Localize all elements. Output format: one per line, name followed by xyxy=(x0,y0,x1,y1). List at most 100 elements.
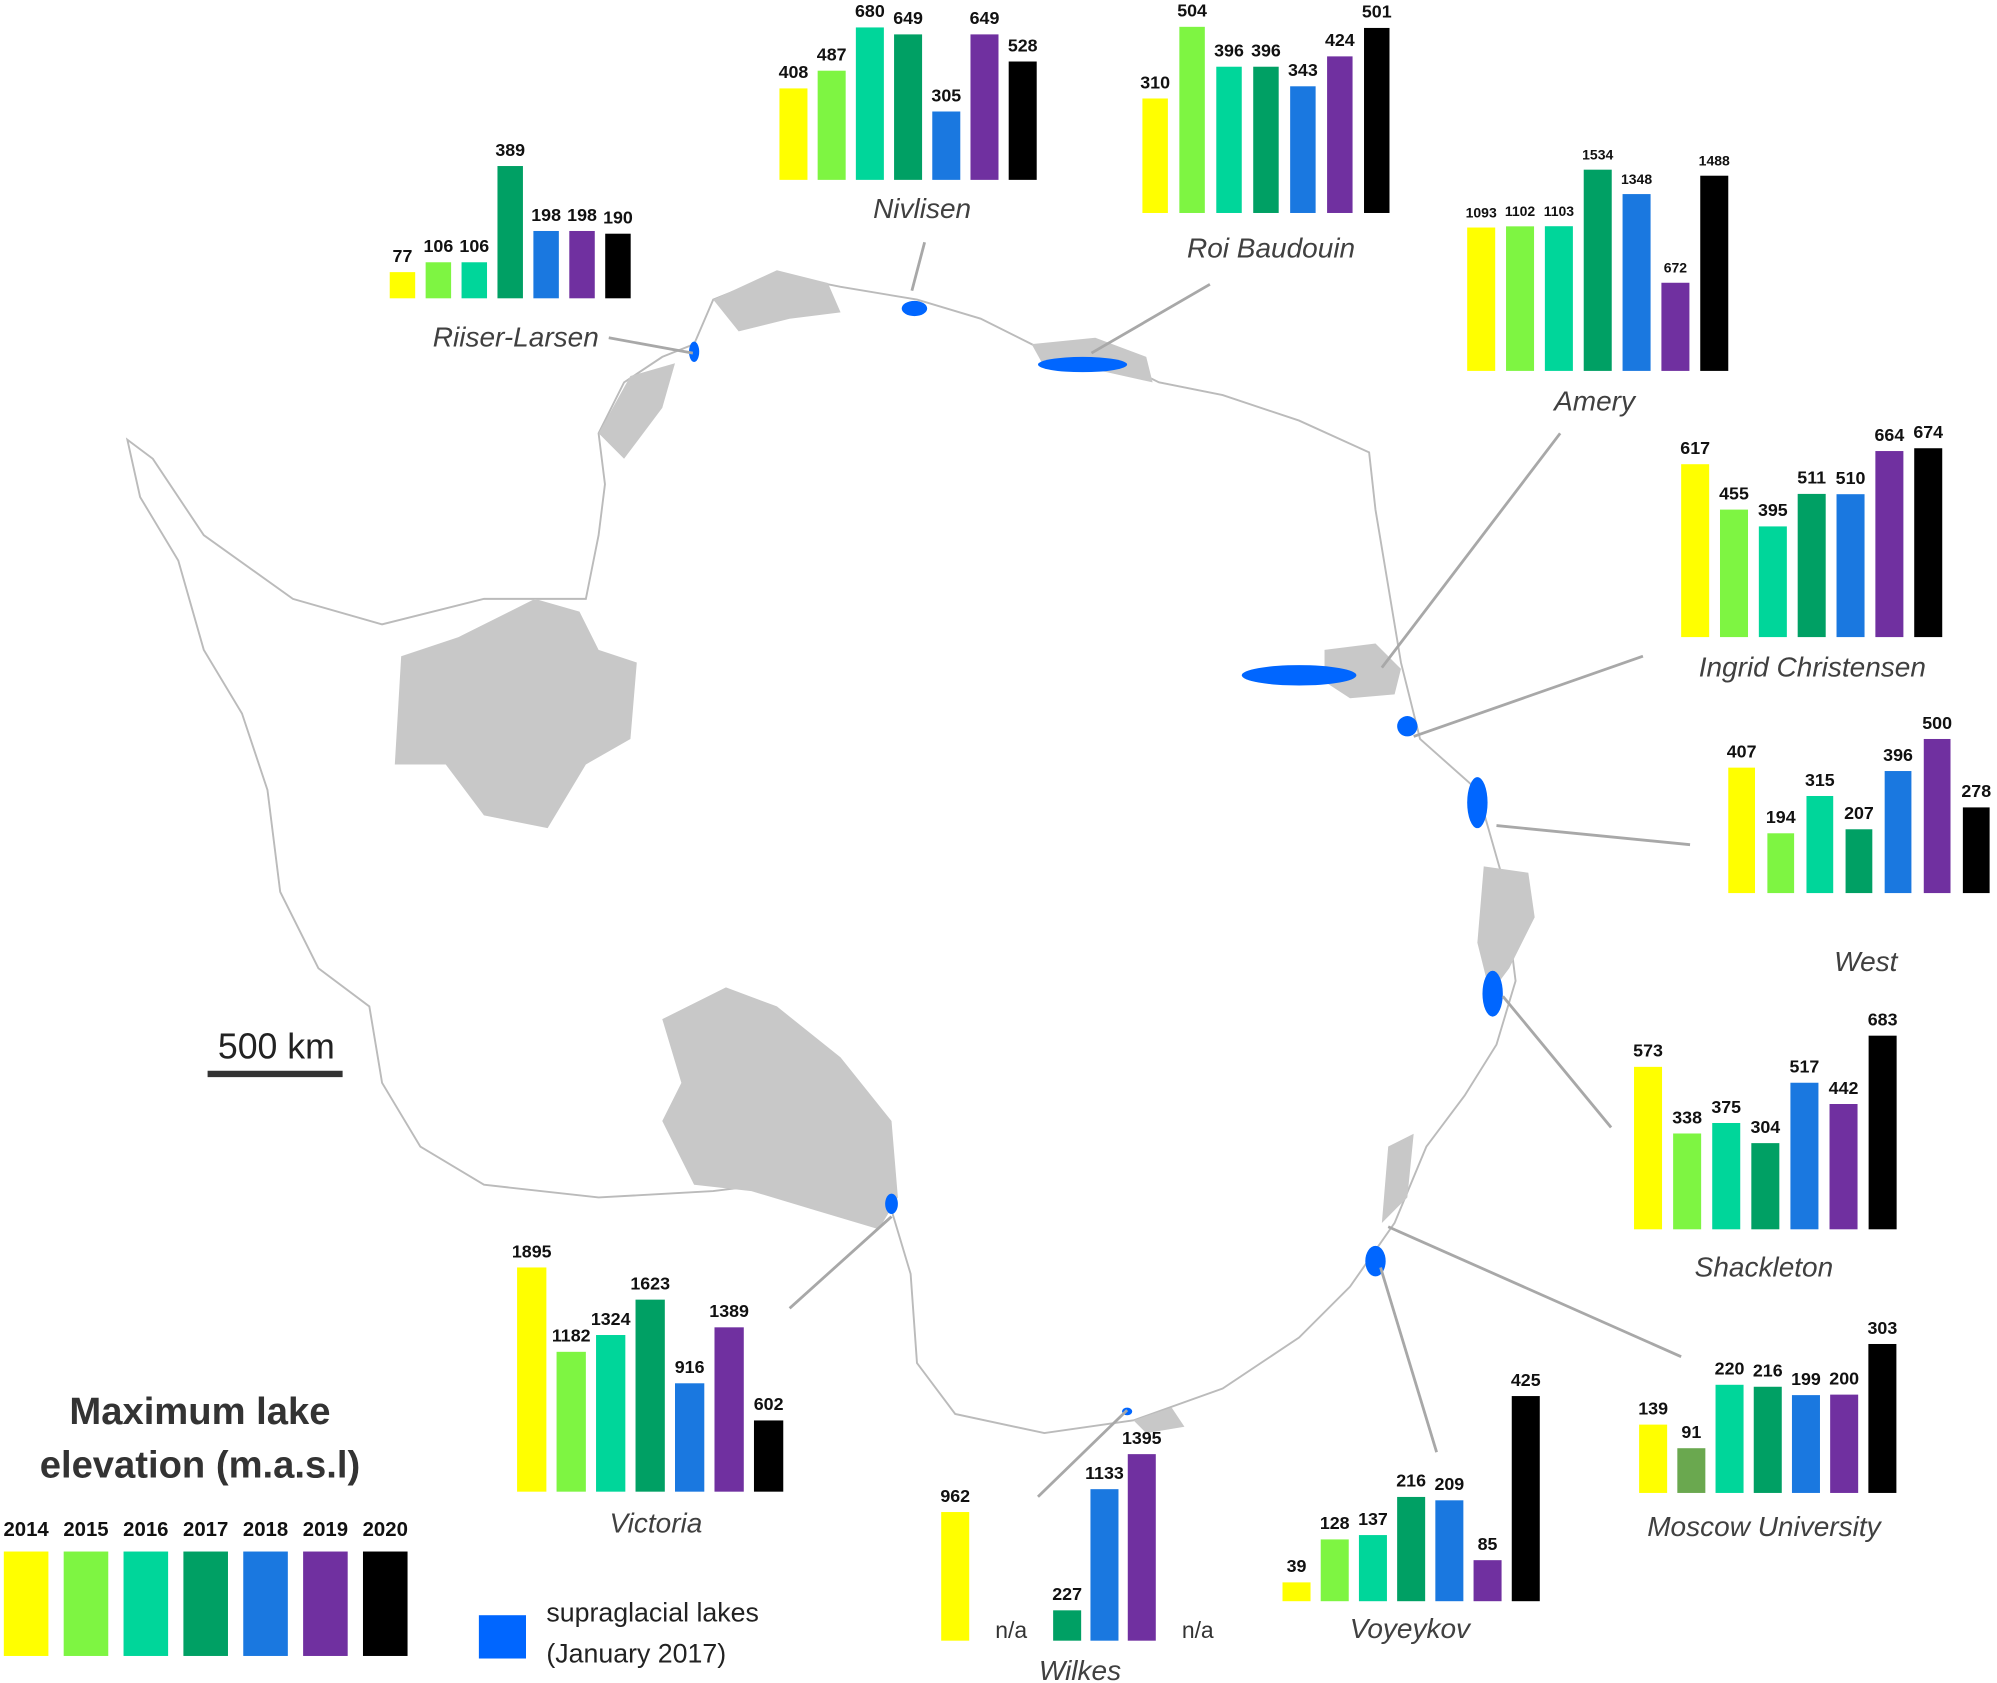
legend-swatch xyxy=(243,1551,288,1656)
bar xyxy=(1327,56,1353,213)
bar xyxy=(1142,98,1168,213)
bar xyxy=(1914,448,1943,638)
value-label: 194 xyxy=(1766,807,1796,827)
legend-year: 2014 xyxy=(3,1519,49,1541)
value-label: 1102 xyxy=(1505,203,1536,219)
value-label: 683 xyxy=(1868,1009,1898,1029)
bar xyxy=(1758,526,1787,638)
bar xyxy=(1728,767,1756,894)
value-label: 310 xyxy=(1140,72,1170,92)
bar xyxy=(1830,1394,1859,1493)
value-label: 1389 xyxy=(709,1301,749,1321)
value-label: 220 xyxy=(1715,1359,1745,1379)
value-label: 139 xyxy=(1638,1398,1668,1418)
bar xyxy=(1435,1500,1464,1602)
bar xyxy=(1511,1396,1540,1602)
legend-swatch xyxy=(183,1551,228,1656)
bar xyxy=(714,1327,744,1492)
value-label: 85 xyxy=(1478,1534,1498,1554)
continent xyxy=(125,273,1517,1435)
bar xyxy=(1681,464,1710,638)
value-label: 664 xyxy=(1875,425,1905,445)
value-label: 1182 xyxy=(552,1326,591,1346)
value-label: 128 xyxy=(1320,1513,1350,1533)
bar xyxy=(1868,1343,1897,1493)
bar xyxy=(1829,1104,1858,1230)
value-label: 1623 xyxy=(630,1273,670,1293)
value-label: 1133 xyxy=(1085,1463,1124,1483)
chart-title: Roi Baudouin xyxy=(1187,233,1355,264)
bar xyxy=(1700,175,1729,371)
chart-title: Amery xyxy=(1552,385,1637,416)
value-label: 501 xyxy=(1362,2,1392,22)
bar xyxy=(1253,66,1279,213)
bar xyxy=(1467,227,1496,371)
value-label: 517 xyxy=(1790,1057,1820,1077)
bar xyxy=(1216,66,1242,213)
bar xyxy=(1751,1143,1780,1230)
bar xyxy=(461,262,488,299)
value-label: 1103 xyxy=(1544,203,1575,219)
bar xyxy=(569,230,595,299)
bar xyxy=(1544,226,1573,371)
bar xyxy=(1661,282,1690,371)
value-label: 315 xyxy=(1805,770,1835,790)
legend-swatch xyxy=(3,1551,49,1656)
value-label: 1093 xyxy=(1466,204,1497,220)
bar xyxy=(1677,1448,1706,1493)
bar xyxy=(517,1267,547,1492)
bar xyxy=(1845,829,1873,894)
value-label: 106 xyxy=(459,236,489,256)
value-label: 680 xyxy=(855,1,885,21)
bar xyxy=(1634,1066,1663,1230)
value-label: 500 xyxy=(1922,713,1952,733)
value-label: 343 xyxy=(1288,60,1318,80)
value-label: 137 xyxy=(1358,1509,1388,1529)
value-label: 1348 xyxy=(1621,171,1652,187)
value-label: 190 xyxy=(603,208,633,228)
bar xyxy=(1290,86,1316,213)
value-label: 442 xyxy=(1829,1078,1859,1098)
value-label: 338 xyxy=(1672,1107,1702,1127)
value-label: 198 xyxy=(531,205,561,225)
value-label: 1324 xyxy=(591,1309,631,1329)
value-label: n/a xyxy=(995,1617,1027,1643)
bar xyxy=(1008,61,1037,180)
value-label: 389 xyxy=(495,140,525,160)
legend-title: elevation (m.a.s.l) xyxy=(40,1444,360,1487)
bar xyxy=(1320,1539,1349,1602)
value-label: 674 xyxy=(1913,422,1943,442)
value-label: 1895 xyxy=(512,1241,552,1261)
bar xyxy=(753,1420,784,1492)
bar xyxy=(556,1351,586,1492)
value-label: 303 xyxy=(1868,1318,1898,1338)
lakes xyxy=(689,300,1503,1416)
bar xyxy=(932,111,961,180)
bar xyxy=(1767,833,1795,894)
chart-title: Voyeykov xyxy=(1350,1613,1472,1644)
bar xyxy=(1791,1395,1820,1493)
value-label: 207 xyxy=(1844,803,1874,823)
bar xyxy=(1053,1610,1082,1641)
value-label: 455 xyxy=(1719,483,1749,503)
chart-title: West xyxy=(1834,946,1898,977)
bar xyxy=(1639,1424,1668,1493)
value-label: 504 xyxy=(1177,1,1207,21)
value-label: 407 xyxy=(1727,741,1757,761)
lakes-label: (January 2017) xyxy=(546,1638,726,1668)
bar xyxy=(1364,27,1390,213)
value-label: 396 xyxy=(1214,41,1244,61)
value-label: 305 xyxy=(931,85,961,105)
bar xyxy=(1358,1535,1387,1602)
bar xyxy=(1875,451,1904,638)
legend-year: 2018 xyxy=(243,1519,288,1541)
chart-title: Shackleton xyxy=(1695,1251,1834,1282)
value-label: n/a xyxy=(1182,1617,1214,1643)
bar xyxy=(1884,771,1912,894)
value-label: 304 xyxy=(1750,1117,1780,1137)
value-label: 278 xyxy=(1961,781,1991,801)
bar xyxy=(635,1299,665,1492)
bar xyxy=(1712,1122,1741,1230)
bar xyxy=(425,262,452,299)
